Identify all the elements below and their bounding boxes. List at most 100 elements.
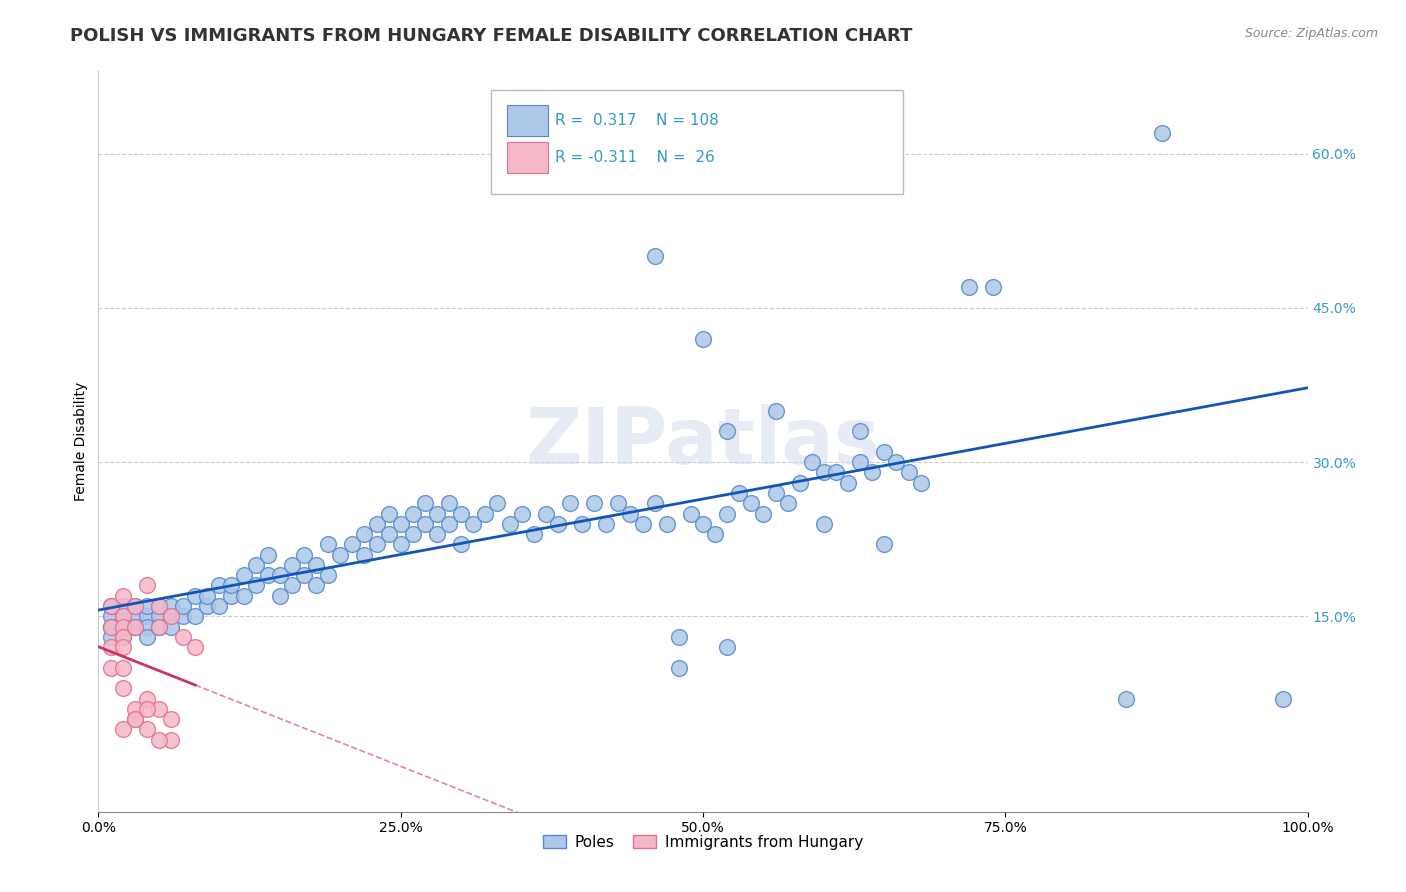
Point <box>450 537 472 551</box>
Point <box>413 496 436 510</box>
Point <box>583 496 606 510</box>
Point <box>172 609 194 624</box>
Text: R =  0.317    N = 108: R = 0.317 N = 108 <box>555 112 720 128</box>
Point <box>1115 691 1137 706</box>
Point <box>523 527 546 541</box>
Point <box>111 609 134 624</box>
Point <box>100 620 122 634</box>
Point <box>1272 691 1295 706</box>
Point <box>100 661 122 675</box>
Point <box>148 609 170 624</box>
Point <box>413 516 436 531</box>
Point <box>305 578 328 592</box>
Point <box>184 640 207 655</box>
Point <box>837 475 859 490</box>
Point <box>111 589 134 603</box>
Point <box>437 496 460 510</box>
Point <box>111 630 134 644</box>
Point <box>353 527 375 541</box>
Point <box>547 516 569 531</box>
Point <box>813 466 835 480</box>
Point <box>849 424 872 438</box>
Point <box>704 527 727 541</box>
Point <box>148 702 170 716</box>
Point <box>135 723 157 737</box>
Point <box>124 702 146 716</box>
Point <box>474 507 496 521</box>
Point <box>426 527 449 541</box>
Point <box>510 507 533 521</box>
Point <box>124 712 146 726</box>
Point <box>160 609 183 624</box>
Point <box>124 599 146 613</box>
Point <box>111 609 134 624</box>
Point <box>800 455 823 469</box>
Point <box>245 558 267 572</box>
Point <box>437 516 460 531</box>
Point <box>148 599 170 613</box>
Point <box>269 589 291 603</box>
Point <box>111 661 134 675</box>
Point <box>765 486 787 500</box>
Point <box>148 620 170 634</box>
Point <box>607 496 630 510</box>
Point <box>716 424 738 438</box>
Point <box>752 507 775 521</box>
Point <box>595 516 617 531</box>
Point <box>100 620 122 634</box>
Point <box>789 475 811 490</box>
Point <box>644 250 666 264</box>
Point <box>100 599 122 613</box>
Point <box>692 332 714 346</box>
Point <box>111 630 134 644</box>
Point <box>208 599 231 613</box>
Point <box>463 516 485 531</box>
Point <box>269 568 291 582</box>
Point <box>111 640 134 655</box>
Point <box>668 661 690 675</box>
Text: R = -0.311    N =  26: R = -0.311 N = 26 <box>555 150 716 165</box>
Point <box>498 516 520 531</box>
Point <box>281 558 304 572</box>
Point <box>389 537 412 551</box>
Point <box>100 620 122 634</box>
Point <box>172 599 194 613</box>
Point <box>655 516 678 531</box>
Point <box>366 516 388 531</box>
Point <box>100 599 122 613</box>
Point <box>124 712 146 726</box>
Point <box>111 681 134 696</box>
Point <box>221 578 243 592</box>
Point <box>160 609 183 624</box>
Point <box>111 723 134 737</box>
Text: POLISH VS IMMIGRANTS FROM HUNGARY FEMALE DISABILITY CORRELATION CHART: POLISH VS IMMIGRANTS FROM HUNGARY FEMALE… <box>70 27 912 45</box>
Point <box>450 507 472 521</box>
Point <box>402 507 425 521</box>
Point <box>160 732 183 747</box>
Point <box>292 568 315 582</box>
Point <box>873 445 896 459</box>
Point <box>353 548 375 562</box>
Point <box>124 609 146 624</box>
Point <box>426 507 449 521</box>
Point <box>160 599 183 613</box>
Point <box>232 589 254 603</box>
Point <box>765 403 787 417</box>
Point <box>111 599 134 613</box>
Point <box>135 578 157 592</box>
Point <box>208 578 231 592</box>
Point <box>160 712 183 726</box>
Point <box>184 609 207 624</box>
Point <box>292 548 315 562</box>
Point <box>148 599 170 613</box>
Point <box>135 630 157 644</box>
Point <box>100 609 122 624</box>
Point <box>148 620 170 634</box>
Point <box>342 537 364 551</box>
Point <box>886 455 908 469</box>
Point <box>740 496 762 510</box>
Point <box>281 578 304 592</box>
FancyBboxPatch shape <box>508 142 548 173</box>
Text: ZIPatlas: ZIPatlas <box>526 403 880 480</box>
FancyBboxPatch shape <box>508 104 548 136</box>
